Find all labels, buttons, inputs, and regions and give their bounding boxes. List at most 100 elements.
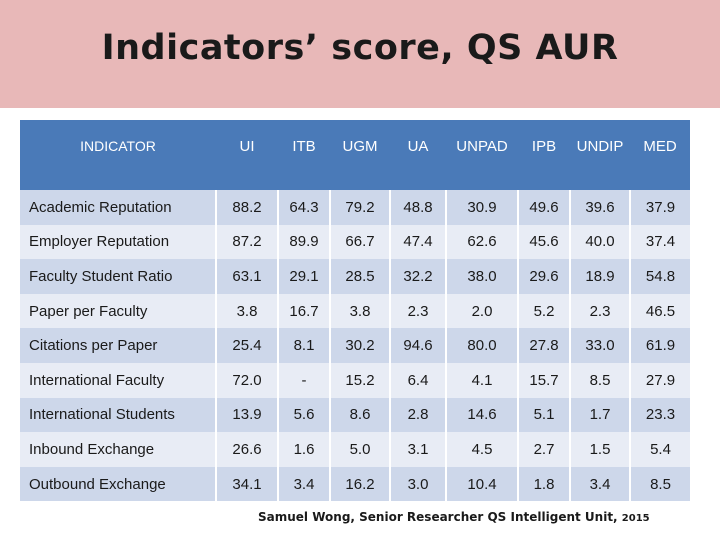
score-cell: 2.8 [389,397,446,433]
score-cell: 2.7 [517,432,570,467]
indicator-label: Faculty Student Ratio [20,259,216,294]
score-cell: 49.6 [517,190,570,225]
score-cell: 79.2 [329,190,390,225]
score-cell: 4.5 [445,432,518,467]
score-cell: 1.5 [569,432,630,467]
title-band: Indicators’ score, QS AUR [0,0,720,108]
score-cell: 47.4 [389,224,446,260]
score-cell: 63.1 [215,259,278,294]
score-cell: 10.4 [445,466,518,502]
table-row: Academic Reputation 88.2 64.3 79.2 48.8 30.9 4… [20,190,690,225]
table-row: International Faculty 72.0-15.2 6.4 4.1 15.7… [20,362,690,398]
indicator-label: Outbound Exchange [20,466,216,502]
score-cell: 3.8 [329,293,390,329]
score-cell: 45.6 [517,224,570,260]
table-row: Citations per Paper 25.4 8.1 30.2 94.6 80.0 27… [20,328,690,363]
table-row: Employer Reputation 87.2 89.9 66.7 47.4 62.6 4… [20,224,690,260]
score-cell: 18.9 [569,259,630,294]
score-cell: 8.6 [329,397,390,433]
score-cell: 2.3 [569,293,630,329]
score-cell: 62.6 [445,224,518,260]
score-cell: 80.0 [445,328,518,363]
score-cell: 6.4 [389,362,446,398]
table-row: International Students 13.9 5.6 8.6 2.8 14.6 5… [20,397,690,433]
score-cell: 64.3 [277,190,330,225]
score-cell: 87.2 [215,224,278,260]
score-cell: 3.1 [389,432,446,467]
score-cell: 23.3 [629,397,690,433]
score-cell: 54.8 [629,259,690,294]
score-cell: 32.2 [389,259,446,294]
score-cell: 66.7 [329,224,390,260]
score-cell: - [277,362,330,398]
column-header: IPB [518,120,570,190]
score-cell: 5.0 [329,432,390,467]
table-row: Paper per Faculty 3.8 16.7 3.8 2.3 2.0 5.2 2.3 4… [20,293,690,329]
indicator-label: Citations per Paper [20,328,216,363]
score-cell: 25.4 [215,328,278,363]
score-cell: 30.9 [445,190,518,225]
table-row: Faculty Student Ratio 63.1 29.1 28.5 32.2 38.… [20,259,690,294]
score-cell: 2.0 [445,293,518,329]
score-cell: 13.9 [215,397,278,433]
table-header-row: INDICATOR UI ITB UGM UA UNPAD IPB UNDIP MED [20,120,690,190]
score-cell: 15.7 [517,362,570,398]
score-cell: 46.5 [629,293,690,329]
score-cell: 89.9 [277,224,330,260]
column-header: MED [630,120,690,190]
score-cell: 1.8 [517,466,570,502]
score-cell: 4.1 [445,362,518,398]
score-cell: 39.6 [569,190,630,225]
score-cell: 33.0 [569,328,630,363]
credit-text: Samuel Wong, Senior Researcher QS Intell… [258,510,618,524]
column-header: UGM [330,120,390,190]
score-cell: 3.0 [389,466,446,502]
score-cell: 3.8 [215,293,278,329]
table-row: Inbound Exchange 26.6 1.6 5.0 3.1 4.5 2.7 1.5 5.… [20,432,690,467]
score-cell: 72.0 [215,362,278,398]
score-cell: 2.3 [389,293,446,329]
score-cell: 29.1 [277,259,330,294]
column-header: ITB [278,120,330,190]
score-cell: 3.4 [569,466,630,502]
table-body: Academic Reputation 88.2 64.3 79.2 48.8 30.9 4… [20,190,690,502]
indicator-label: Employer Reputation [20,224,216,260]
score-cell: 1.7 [569,397,630,433]
indicator-score-table: INDICATOR UI ITB UGM UA UNPAD IPB UNDIP MED Aca… [20,120,690,502]
indicator-label: Academic Reputation [20,190,216,225]
credit-year: 2015 [621,513,650,524]
score-cell: 8.5 [569,362,630,398]
score-cell: 1.6 [277,432,330,467]
indicator-label: Inbound Exchange [20,432,216,467]
table-row: Outbound Exchange 34.1 3.4 16.2 3.0 10.4 1.8 3.… [20,466,690,502]
score-cell: 5.4 [629,432,690,467]
score-cell: 5.6 [277,397,330,433]
score-cell: 27.8 [517,328,570,363]
score-cell: 5.2 [517,293,570,329]
score-cell: 8.5 [629,466,690,502]
score-cell: 8.1 [277,328,330,363]
slide-title: Indicators’ score, QS AUR [101,28,619,68]
score-cell: 5.1 [517,397,570,433]
score-cell: 3.4 [277,466,330,502]
score-cell: 88.2 [215,190,278,225]
credit-line: Samuel Wong, Senior Researcher QS Intell… [258,510,650,524]
score-cell: 40.0 [569,224,630,260]
indicator-column-header: INDICATOR [20,120,216,190]
column-header: UA [390,120,446,190]
score-cell: 37.4 [629,224,690,260]
score-cell: 38.0 [445,259,518,294]
score-cell: 37.9 [629,190,690,225]
score-cell: 28.5 [329,259,390,294]
score-cell: 48.8 [389,190,446,225]
column-header: UNDIP [570,120,630,190]
column-header: UI [216,120,278,190]
score-cell: 15.2 [329,362,390,398]
score-cell: 29.6 [517,259,570,294]
score-cell: 27.9 [629,362,690,398]
score-cell: 61.9 [629,328,690,363]
score-cell: 14.6 [445,397,518,433]
indicator-label: International Students [20,397,216,433]
score-cell: 16.7 [277,293,330,329]
score-cell: 26.6 [215,432,278,467]
